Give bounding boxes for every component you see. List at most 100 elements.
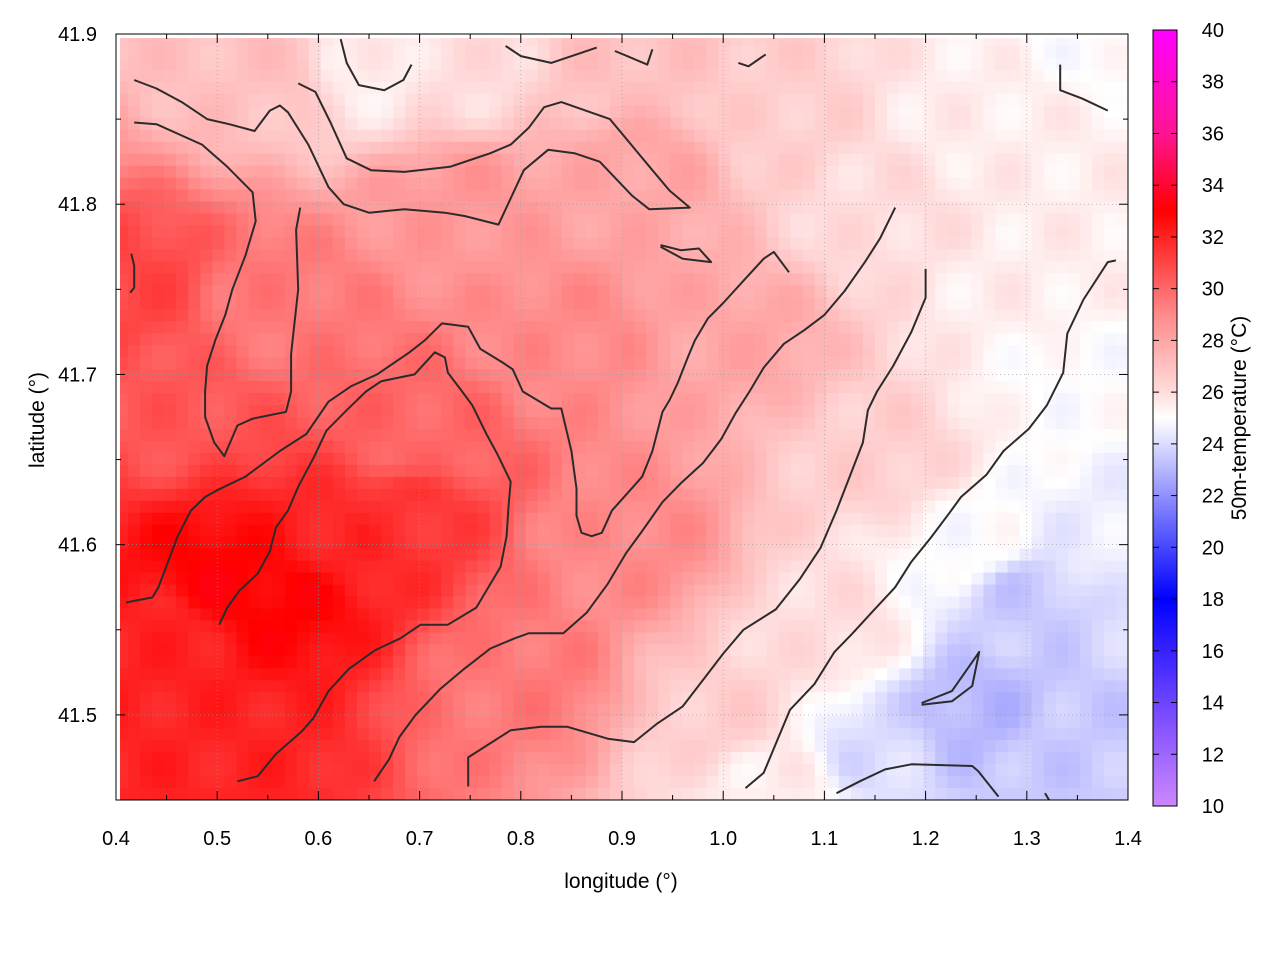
heat-cell (754, 345, 768, 358)
heat-cell (826, 57, 840, 71)
heat-cell (802, 524, 816, 538)
heat-cell (959, 428, 972, 442)
heat-cell (585, 38, 599, 47)
heat-cell (911, 345, 924, 358)
heat-cell (742, 285, 756, 298)
heat-cell (935, 117, 948, 131)
heat-cell (120, 620, 129, 634)
heat-cell (176, 632, 189, 646)
heat-cell (272, 584, 286, 598)
heat-cell (766, 153, 780, 167)
heat-cell (405, 680, 418, 693)
heat-cell (549, 177, 563, 191)
heat-cell (188, 57, 201, 71)
heat-cell (694, 81, 707, 95)
heat-cell (284, 560, 298, 574)
heat-cell (549, 345, 563, 358)
heat-cell (887, 440, 900, 454)
heat-cell (1019, 69, 1033, 83)
heat-cell (561, 692, 575, 705)
heat-cell (537, 93, 551, 107)
heat-cell (609, 81, 623, 95)
heat-cell (128, 620, 141, 634)
heat-cell (766, 716, 780, 729)
heat-cell (622, 117, 635, 131)
heat-cell (670, 357, 683, 370)
heat-cell (525, 728, 539, 741)
heat-cell (935, 476, 948, 490)
heat-cell (120, 69, 129, 83)
heat-cell (188, 608, 201, 622)
heat-cell (332, 452, 346, 466)
heat-cell (1055, 105, 1069, 119)
heat-cell (393, 93, 406, 107)
heat-cell (332, 524, 346, 538)
heat-cell (152, 560, 165, 574)
heat-cell (646, 572, 659, 586)
heat-cell (947, 345, 960, 358)
heat-cell (381, 225, 394, 239)
heat-cell (911, 500, 924, 514)
heat-cell (826, 81, 840, 95)
heat-cell (525, 440, 539, 454)
heat-cell (609, 225, 623, 239)
heat-cell (429, 716, 442, 729)
heat-cell (188, 632, 201, 646)
heat-cell (212, 452, 226, 466)
heat-cell (393, 117, 406, 131)
heat-cell (417, 560, 430, 574)
heat-cell (477, 213, 491, 227)
heat-cell (381, 141, 394, 155)
heat-cell (862, 261, 876, 274)
heat-cell (393, 309, 406, 322)
heat-cell (1079, 417, 1093, 430)
heat-cell (1103, 38, 1117, 47)
heat-cell (344, 632, 358, 646)
heat-cell (911, 644, 924, 657)
heat-cell (1043, 333, 1057, 346)
heat-cell (730, 369, 744, 382)
heat-cell (658, 620, 671, 634)
heat-cell (441, 704, 454, 717)
heat-cell (1115, 524, 1128, 538)
heat-cell (634, 620, 647, 634)
heat-cell (682, 321, 695, 334)
heat-cell (850, 656, 864, 669)
heat-cell (501, 476, 515, 490)
heat-cell (176, 536, 189, 550)
heat-cell (694, 417, 707, 430)
heat-cell (730, 668, 744, 681)
heat-cell (899, 297, 912, 310)
heat-cell (959, 536, 972, 550)
heat-cell (417, 572, 430, 586)
heat-cell (128, 476, 141, 490)
heat-cell (260, 153, 274, 167)
heat-cell (537, 428, 551, 442)
heat-cell (706, 393, 719, 406)
heat-cell (609, 165, 623, 179)
heat-cell (248, 512, 262, 526)
heat-cell (1031, 237, 1045, 251)
heat-cell (1019, 333, 1033, 346)
heat-cell (670, 105, 683, 119)
heat-cell (694, 728, 707, 741)
heat-cell (1091, 237, 1105, 251)
heat-cell (1031, 536, 1045, 550)
heat-cell (609, 369, 623, 382)
heat-cell (959, 297, 972, 310)
heat-cell (718, 393, 732, 406)
heat-cell (959, 129, 972, 143)
heat-cell (344, 333, 358, 346)
heat-cell (344, 428, 358, 442)
heat-cell (489, 620, 503, 634)
heat-cell (971, 201, 985, 215)
heat-cell (465, 692, 479, 705)
heat-cell (513, 249, 527, 263)
heat-cell (706, 333, 719, 346)
heat-cell (766, 189, 780, 203)
heat-cell (120, 476, 129, 490)
heat-cell (995, 369, 1009, 382)
heat-cell (1067, 572, 1081, 586)
heat-cell (272, 357, 286, 370)
heat-cell (947, 321, 960, 334)
